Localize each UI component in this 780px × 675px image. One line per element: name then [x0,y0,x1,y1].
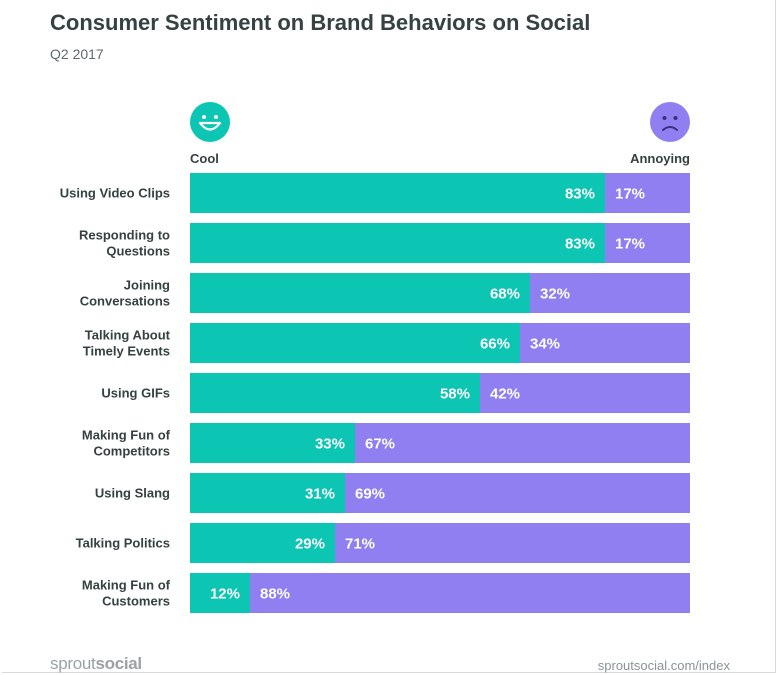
annoying-legend-label: Annoying [630,151,690,166]
bar-annoying [605,173,690,213]
data-label-annoying: 71% [345,536,375,553]
frowning-face-icon [650,102,690,142]
data-label-cool: 83% [565,186,595,203]
bar-cool [190,373,480,413]
data-label-annoying: 32% [540,286,570,303]
bar-annoying [345,473,690,513]
bar-cool [190,173,605,213]
cool-legend-label: Cool [190,151,219,166]
chart-subtitle: Q2 2017 [50,46,104,62]
category-label: Using Video Clips [60,186,170,201]
bar-annoying [355,423,690,463]
category-label: Responding to Questions [79,228,170,259]
bar-cool [190,323,520,363]
bar-annoying [250,573,690,613]
data-label-annoying: 34% [530,336,560,353]
data-label-cool: 29% [295,536,325,553]
data-label-annoying: 17% [615,236,645,253]
bar-cool [190,423,355,463]
bar-cool [190,473,345,513]
data-label-annoying: 17% [615,186,645,203]
bar-annoying [530,273,690,313]
data-label-annoying: 42% [490,386,520,403]
data-label-cool: 31% [305,486,335,503]
data-label-cool: 58% [440,386,470,403]
bar-annoying [520,323,690,363]
category-label: Making Fun of Competitors [82,428,171,459]
category-label: Making Fun of Customers [82,578,171,609]
bar-cool [190,523,335,563]
category-label: Joining Conversations [80,278,170,309]
category-label: Talking About Timely Events [83,328,171,359]
chart-title: Consumer Sentiment on Brand Behaviors on… [50,10,591,35]
bar-cool [190,273,530,313]
bar-annoying [605,223,690,263]
footer-url: sproutsocial.com/index [597,658,730,673]
data-label-cool: 66% [480,336,510,353]
data-label-cool: 12% [210,586,240,603]
sproutsocial-logo: sproutsocial [50,654,142,673]
bar-annoying [480,373,690,413]
data-label-annoying: 69% [355,486,385,503]
bar-annoying [335,523,690,563]
data-label-cool: 33% [315,436,345,453]
bar-cool [190,223,605,263]
bar-cool [190,573,250,613]
category-label: Talking Politics [76,536,170,551]
data-label-cool: 68% [490,286,520,303]
category-label: Using Slang [95,486,170,501]
smiling-face-icon [190,102,230,142]
data-label-cool: 83% [565,236,595,253]
category-label: Using GIFs [101,386,170,401]
data-label-annoying: 67% [365,436,395,453]
data-label-annoying: 88% [260,586,290,603]
